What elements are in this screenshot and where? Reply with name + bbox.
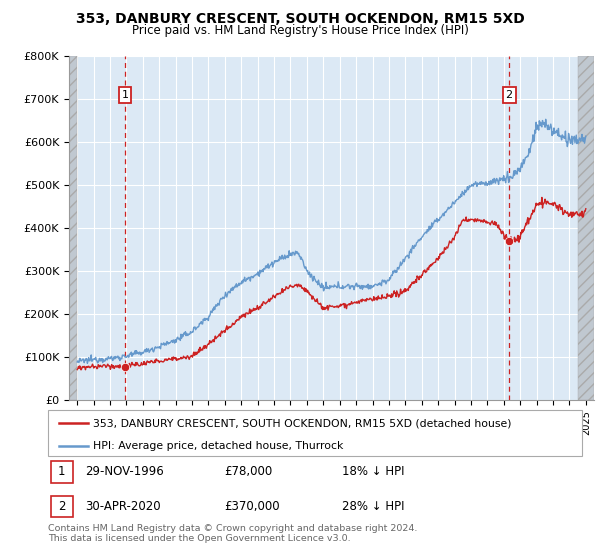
Text: 29-NOV-1996: 29-NOV-1996	[85, 465, 164, 478]
Text: 1: 1	[122, 90, 128, 100]
Text: 30-APR-2020: 30-APR-2020	[85, 500, 161, 513]
Text: 28% ↓ HPI: 28% ↓ HPI	[342, 500, 404, 513]
Text: 18% ↓ HPI: 18% ↓ HPI	[342, 465, 404, 478]
FancyBboxPatch shape	[48, 410, 582, 456]
Text: 2: 2	[58, 500, 65, 513]
Bar	[69, 56, 77, 400]
Text: 353, DANBURY CRESCENT, SOUTH OCKENDON, RM15 5XD (detached house): 353, DANBURY CRESCENT, SOUTH OCKENDON, R…	[94, 418, 512, 428]
Text: £370,000: £370,000	[224, 500, 280, 513]
FancyBboxPatch shape	[50, 496, 73, 517]
Text: Contains HM Land Registry data © Crown copyright and database right 2024.
This d: Contains HM Land Registry data © Crown c…	[48, 524, 418, 543]
Bar	[578, 56, 594, 400]
FancyBboxPatch shape	[50, 461, 73, 483]
Text: £78,000: £78,000	[224, 465, 272, 478]
Text: 1: 1	[58, 465, 65, 478]
Text: Price paid vs. HM Land Registry's House Price Index (HPI): Price paid vs. HM Land Registry's House …	[131, 24, 469, 37]
Text: HPI: Average price, detached house, Thurrock: HPI: Average price, detached house, Thur…	[94, 441, 344, 451]
Text: 2: 2	[506, 90, 513, 100]
Text: 353, DANBURY CRESCENT, SOUTH OCKENDON, RM15 5XD: 353, DANBURY CRESCENT, SOUTH OCKENDON, R…	[76, 12, 524, 26]
